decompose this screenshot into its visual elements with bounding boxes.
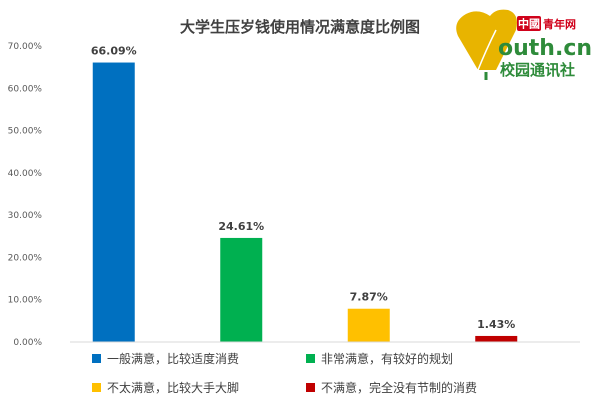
y-tick-label: 60.00% (8, 84, 43, 94)
y-tick-label: 0.00% (13, 338, 42, 348)
legend-label: 非常满意，有较好的规划 (321, 351, 453, 366)
legend-swatch (92, 383, 101, 392)
data-label: 24.61% (218, 220, 264, 233)
y-tick-label: 70.00% (8, 42, 43, 52)
ginkgo-leaf-icon (456, 9, 517, 80)
data-label: 66.09% (91, 45, 137, 58)
legend-swatch (306, 383, 315, 392)
data-labels-group: 66.09% 24.61% 7.87% 1.43% (91, 45, 516, 331)
bar (475, 335, 518, 342)
legend-swatch (92, 354, 101, 363)
legend-label: 一般满意，比较适度消费 (107, 351, 239, 366)
campus-text: 校园通讯社 (500, 61, 575, 79)
brand-name: 青年网 (543, 17, 576, 31)
y-tick-label: 10.00% (8, 296, 43, 306)
bars-group (92, 62, 518, 342)
data-label: 1.43% (477, 318, 515, 331)
brand-badge (517, 16, 541, 31)
legend-label: 不满意，完全没有节制的消费 (321, 380, 477, 395)
y-tick-label: 40.00% (8, 169, 43, 179)
legend-swatch (306, 354, 315, 363)
y-tick-label: 50.00% (8, 127, 43, 137)
data-label: 7.87% (350, 291, 388, 304)
y-axis: 0.00% 10.00% 20.00% 30.00% 40.00% 50.00% 60.00… (8, 42, 43, 348)
bar (347, 308, 390, 342)
bar (220, 237, 263, 342)
y-tick-label: 30.00% (8, 211, 43, 221)
domain-text: outh.cn (498, 36, 592, 61)
brand-badge-text: 中國 (518, 17, 540, 31)
site-logo: 中國 青年网 outh.cn 校园通讯社 (456, 9, 592, 80)
legend-label: 不太满意，比较大手大脚 (107, 380, 239, 395)
chart-title: 大学生压岁钱使用情况满意度比例图 (180, 18, 420, 36)
y-tick-label: 20.00% (8, 253, 43, 263)
bar (92, 62, 135, 342)
